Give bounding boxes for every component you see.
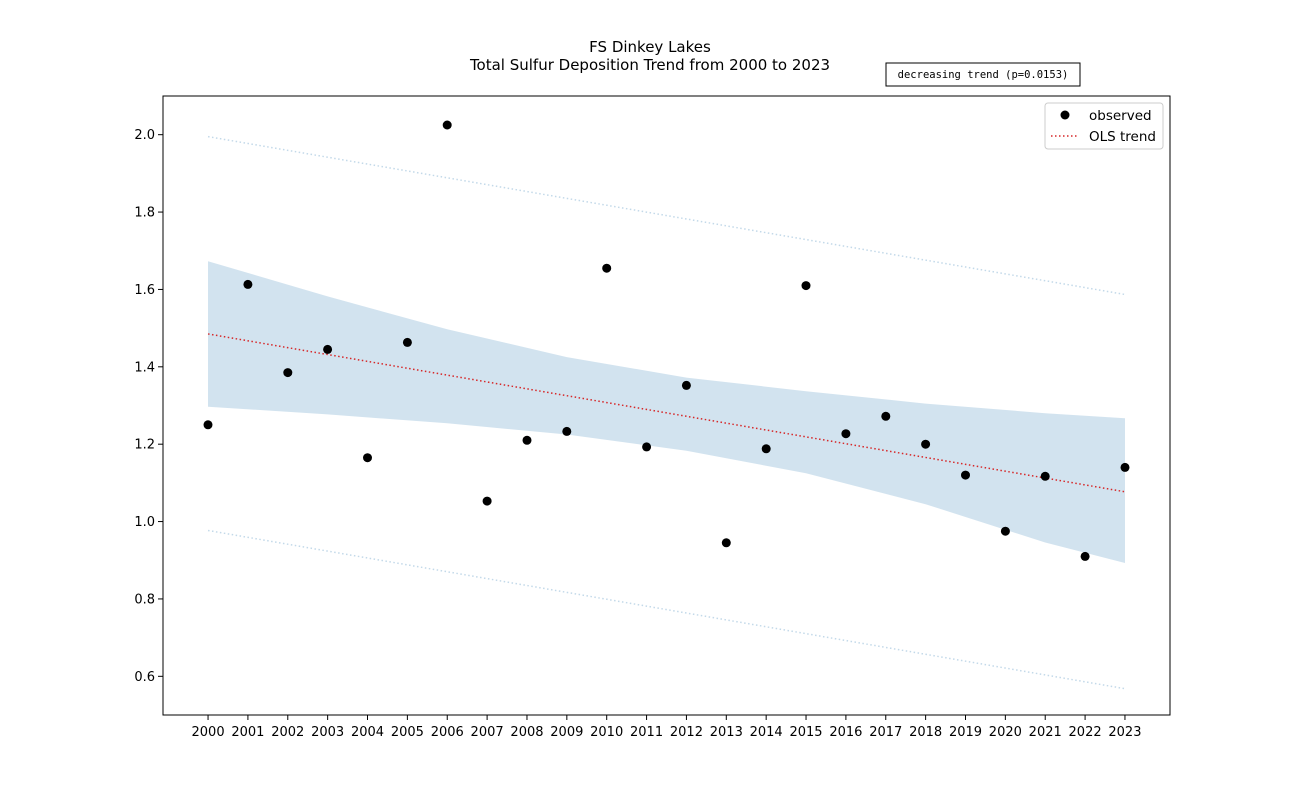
x-tick-label: 2011 — [630, 725, 663, 740]
observed-point — [602, 263, 612, 273]
x-tick-label: 2005 — [391, 725, 424, 740]
x-tick-label: 2019 — [949, 725, 982, 740]
x-tick-label: 2014 — [750, 725, 783, 740]
observed-point — [442, 120, 452, 130]
legend-label-observed: observed — [1089, 108, 1152, 124]
chart-subtitle: Total Sulfur Deposition Trend from 2000 … — [469, 56, 830, 74]
prediction-lower-line — [207, 529, 1126, 690]
x-tick-label: 2004 — [351, 725, 384, 740]
legend-marker-observed — [1060, 110, 1070, 120]
trend-annotation: decreasing trend (p=0.0153) — [885, 62, 1081, 87]
x-tick-label: 2009 — [550, 725, 583, 740]
observed-point — [841, 429, 851, 439]
legend-label-ols-trend: OLS trend — [1089, 129, 1156, 145]
y-tick-label: 1.8 — [134, 206, 155, 221]
plot-frame — [162, 95, 1171, 716]
x-tick-label: 2006 — [431, 725, 464, 740]
observed-points — [203, 120, 1130, 561]
observed-point — [323, 344, 333, 354]
observed-point — [522, 435, 532, 445]
observed-point — [1000, 526, 1010, 536]
observed-point — [482, 496, 492, 506]
y-tick-label: 1.4 — [134, 360, 155, 375]
y-tick-label: 0.6 — [134, 670, 155, 685]
prediction-upper-line — [207, 135, 1126, 296]
ols-trend-line — [207, 333, 1126, 493]
observed-point — [1040, 471, 1050, 481]
x-tick-label: 2018 — [909, 725, 942, 740]
observed-point — [642, 442, 652, 452]
observed-point — [881, 411, 891, 421]
observed-point — [961, 470, 970, 480]
x-tick-label: 2002 — [271, 725, 304, 740]
ols-trend-path — [207, 333, 1126, 493]
observed-point — [562, 426, 572, 436]
x-tick-label: 2003 — [311, 725, 344, 740]
x-tick-label: 2013 — [710, 725, 743, 740]
annotation-box — [885, 62, 1081, 87]
x-tick-label: 2020 — [989, 725, 1022, 740]
chart-title: FS Dinkey Lakes — [589, 38, 711, 56]
observed-point — [402, 337, 412, 347]
observed-point — [203, 420, 213, 430]
x-tick-label: 2021 — [1029, 725, 1062, 740]
x-tick-label: 2007 — [471, 725, 504, 740]
x-tick-label: 2017 — [869, 725, 902, 740]
x-tick-label: 2010 — [590, 725, 623, 740]
observed-point — [363, 453, 372, 463]
y-tick-label: 1.0 — [134, 515, 155, 530]
observed-point — [681, 380, 691, 390]
observed-point — [721, 538, 731, 548]
x-tick-label: 2008 — [510, 725, 543, 740]
x-tick-label: 2001 — [231, 725, 264, 740]
y-tick-label: 1.6 — [134, 283, 155, 298]
y-tick-label: 1.2 — [134, 438, 155, 453]
y-tick-label: 2.0 — [134, 128, 155, 143]
x-tick-label: 2000 — [192, 725, 225, 740]
x-tick-label: 2016 — [829, 725, 862, 740]
legend-box — [1044, 102, 1164, 150]
observed-point — [921, 439, 931, 449]
observed-point — [761, 444, 771, 454]
prediction-band — [207, 135, 1126, 690]
observed-point — [283, 368, 293, 378]
annotation-text: decreasing trend (p=0.0153) — [898, 69, 1069, 81]
x-tick-label: 2023 — [1108, 725, 1141, 740]
observed-point — [1080, 551, 1090, 561]
y-axis: 0.6 0.8 1.0 1.2 1.4 1.6 1.8 2.0 — [134, 128, 163, 685]
x-axis: 2000 2001 2002 2003 2004 2005 2006 2007 2008 2009… — [192, 715, 1141, 740]
x-tick-label: 2015 — [789, 725, 822, 740]
observed-point — [801, 281, 811, 291]
y-tick-label: 0.8 — [134, 592, 155, 607]
x-tick-label: 2022 — [1069, 725, 1102, 740]
observed-point — [1120, 462, 1130, 472]
legend: observed OLS trend — [1044, 102, 1164, 150]
x-tick-label: 2012 — [670, 725, 703, 740]
observed-point — [243, 279, 253, 289]
